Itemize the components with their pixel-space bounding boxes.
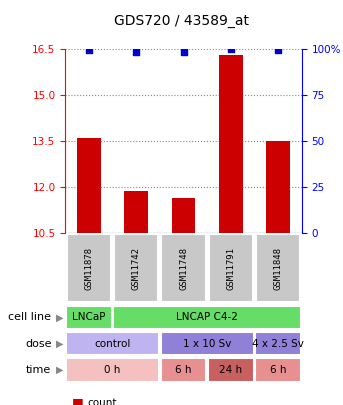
Bar	[209, 234, 253, 302]
Bar	[256, 358, 301, 382]
Text: ▶: ▶	[56, 365, 64, 375]
Point	[133, 49, 139, 55]
Text: ▶: ▶	[56, 312, 64, 322]
Bar	[172, 198, 195, 233]
Text: LNCAP C4-2: LNCAP C4-2	[176, 312, 238, 322]
Text: 6 h: 6 h	[270, 365, 286, 375]
Bar	[114, 306, 301, 329]
Text: GSM11748: GSM11748	[179, 247, 188, 290]
Bar	[66, 306, 111, 329]
Bar	[66, 332, 159, 355]
Bar	[256, 332, 301, 355]
Text: GSM11791: GSM11791	[226, 247, 235, 290]
Text: 1 x 10 Sv: 1 x 10 Sv	[183, 339, 232, 349]
Bar	[266, 141, 290, 233]
Text: ▶: ▶	[56, 339, 64, 349]
Text: GSM11848: GSM11848	[274, 247, 283, 290]
Point	[228, 45, 234, 52]
Text: 6 h: 6 h	[175, 365, 192, 375]
Bar	[161, 358, 206, 382]
Text: LNCaP: LNCaP	[72, 312, 106, 322]
Text: time: time	[26, 365, 51, 375]
Point	[275, 47, 281, 54]
Bar	[208, 358, 253, 382]
Bar	[77, 138, 101, 233]
Text: 4 x 2.5 Sv: 4 x 2.5 Sv	[252, 339, 304, 349]
Text: control: control	[94, 339, 131, 349]
Bar	[161, 332, 253, 355]
Bar	[161, 234, 206, 302]
Bar	[219, 55, 243, 233]
Bar	[67, 234, 111, 302]
Text: GSM11742: GSM11742	[132, 247, 141, 290]
Bar	[114, 234, 158, 302]
Bar	[66, 358, 159, 382]
Bar	[256, 234, 300, 302]
Text: 24 h: 24 h	[219, 365, 243, 375]
Point	[181, 49, 186, 55]
Text: GDS720 / 43589_at: GDS720 / 43589_at	[114, 14, 249, 28]
Bar	[124, 192, 148, 233]
Text: ■: ■	[72, 396, 84, 405]
Text: 0 h: 0 h	[104, 365, 121, 375]
Text: GSM11878: GSM11878	[84, 247, 93, 290]
Point	[86, 47, 92, 54]
Text: cell line: cell line	[9, 312, 51, 322]
Text: count: count	[87, 398, 117, 405]
Text: dose: dose	[25, 339, 51, 349]
